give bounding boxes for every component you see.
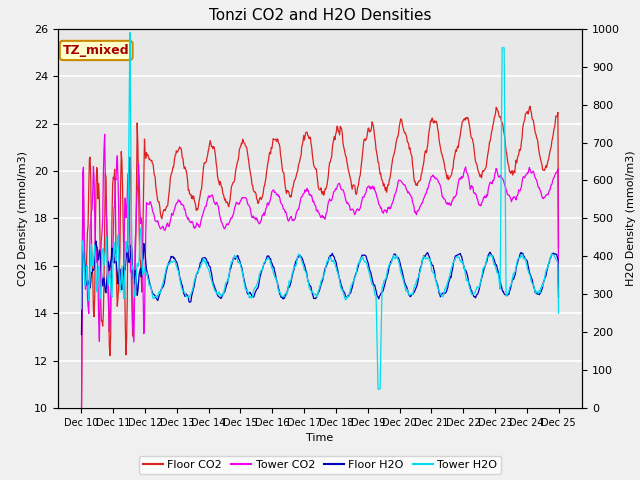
Y-axis label: H2O Density (mmol/m3): H2O Density (mmol/m3) [626, 151, 636, 286]
Title: Tonzi CO2 and H2O Densities: Tonzi CO2 and H2O Densities [209, 9, 431, 24]
Legend: Floor CO2, Tower CO2, Floor H2O, Tower H2O: Floor CO2, Tower CO2, Floor H2O, Tower H… [139, 456, 501, 474]
X-axis label: Time: Time [307, 433, 333, 443]
Text: TZ_mixed: TZ_mixed [63, 44, 129, 57]
Y-axis label: CO2 Density (mmol/m3): CO2 Density (mmol/m3) [18, 151, 28, 286]
